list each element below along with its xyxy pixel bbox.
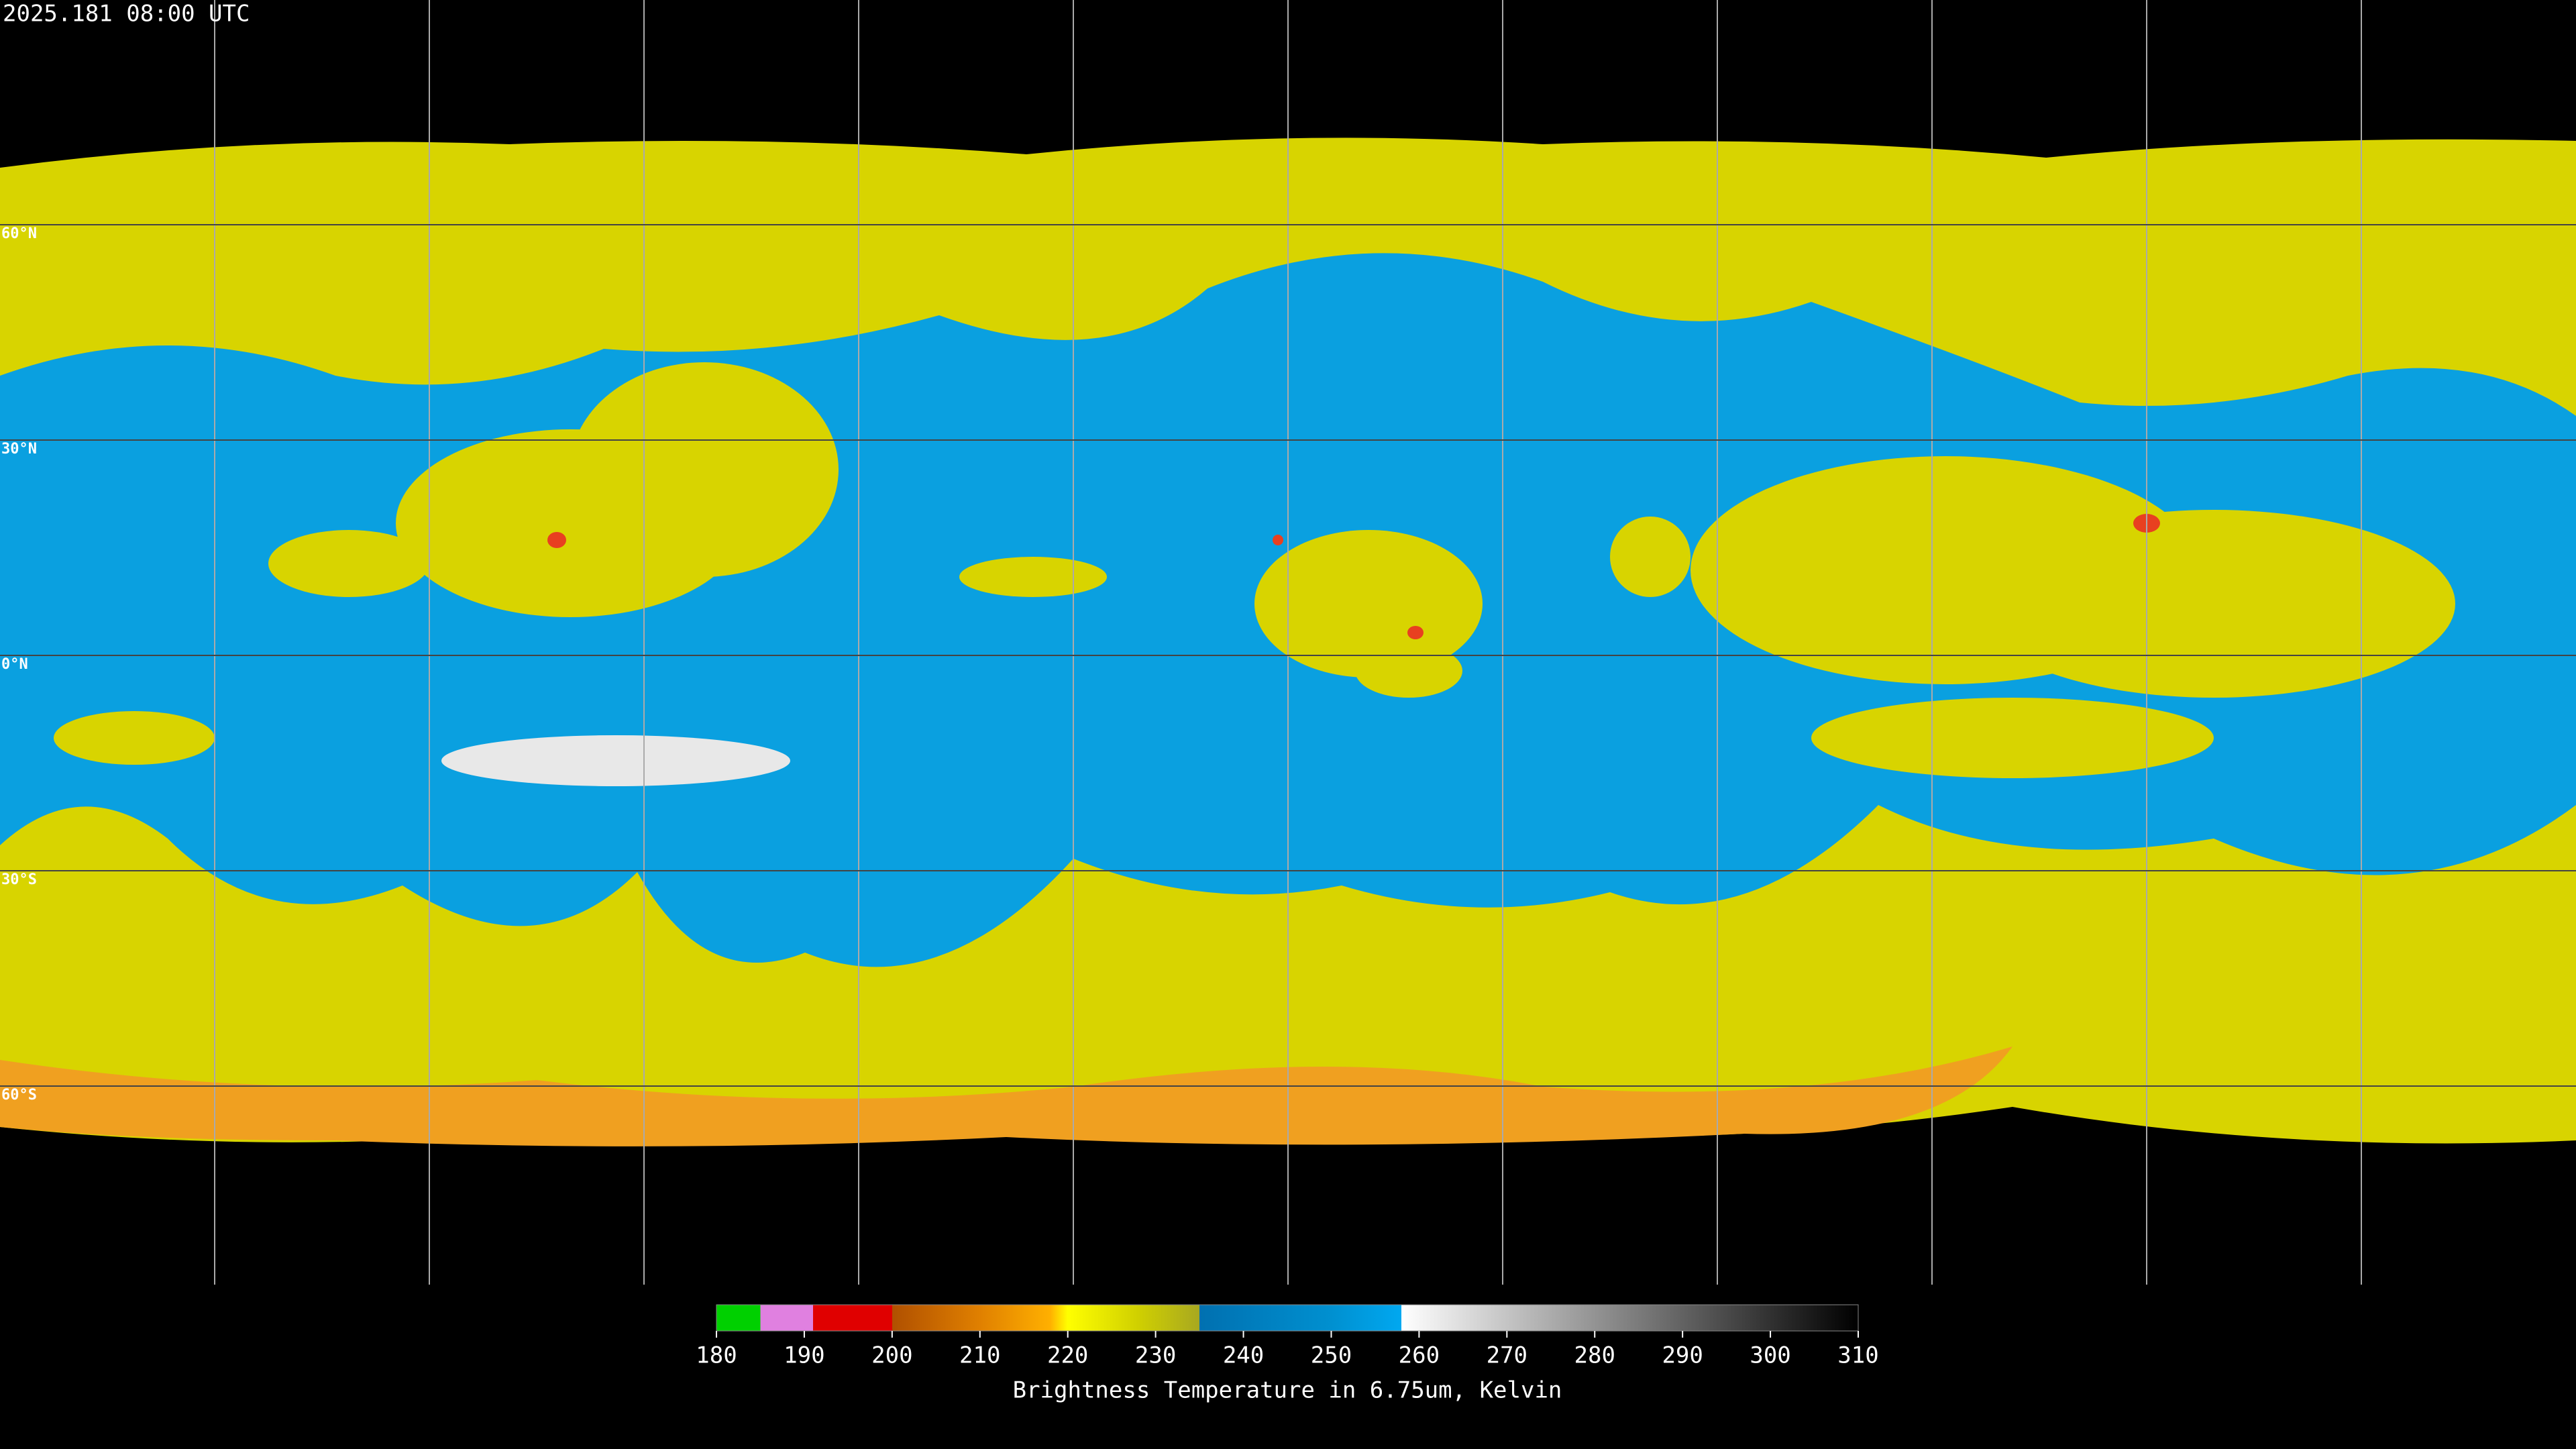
latitude-label: 30°N (1, 441, 37, 458)
colorbar-tick-label: 190 (784, 1342, 824, 1369)
colorbar-tick-label: 270 (1487, 1342, 1527, 1369)
colorbar (716, 1305, 1858, 1331)
colorbar-tick-label: 290 (1662, 1342, 1703, 1369)
colorbar-tick-label: 180 (696, 1342, 737, 1369)
colorbar-tick-label: 200 (871, 1342, 912, 1369)
colorbar-tick-label: 280 (1574, 1342, 1615, 1369)
warm-patch (441, 735, 790, 786)
colorbar-frame (716, 1304, 1859, 1332)
latitude-label: 30°S (1, 871, 37, 888)
latitude-label: 60°S (1, 1087, 37, 1104)
colorbar-label: Brightness Temperature in 6.75um, Kelvin (1013, 1377, 1562, 1404)
colorbar-tick-label: 260 (1399, 1342, 1440, 1369)
colorbar-tick-label: 210 (959, 1342, 1000, 1369)
colorbar-tick-label: 310 (1837, 1342, 1878, 1369)
timestamp: 2025.181 08:00 UTC (3, 1, 250, 28)
colorbar-tick-label: 300 (1750, 1342, 1790, 1369)
colorbar-tick-label: 230 (1135, 1342, 1176, 1369)
colorbar-tick-label: 240 (1223, 1342, 1264, 1369)
graticule: 60°N 30°N 0°N 30°S 60°S (0, 0, 2576, 1285)
latitude-label: 0°N (1, 656, 28, 673)
colorbar-tick-label: 250 (1311, 1342, 1352, 1369)
convection (54, 362, 2455, 778)
cold-band (0, 1046, 2012, 1146)
colorbar-tick-label: 220 (1047, 1342, 1088, 1369)
latitude-label: 60°N (1, 225, 37, 242)
